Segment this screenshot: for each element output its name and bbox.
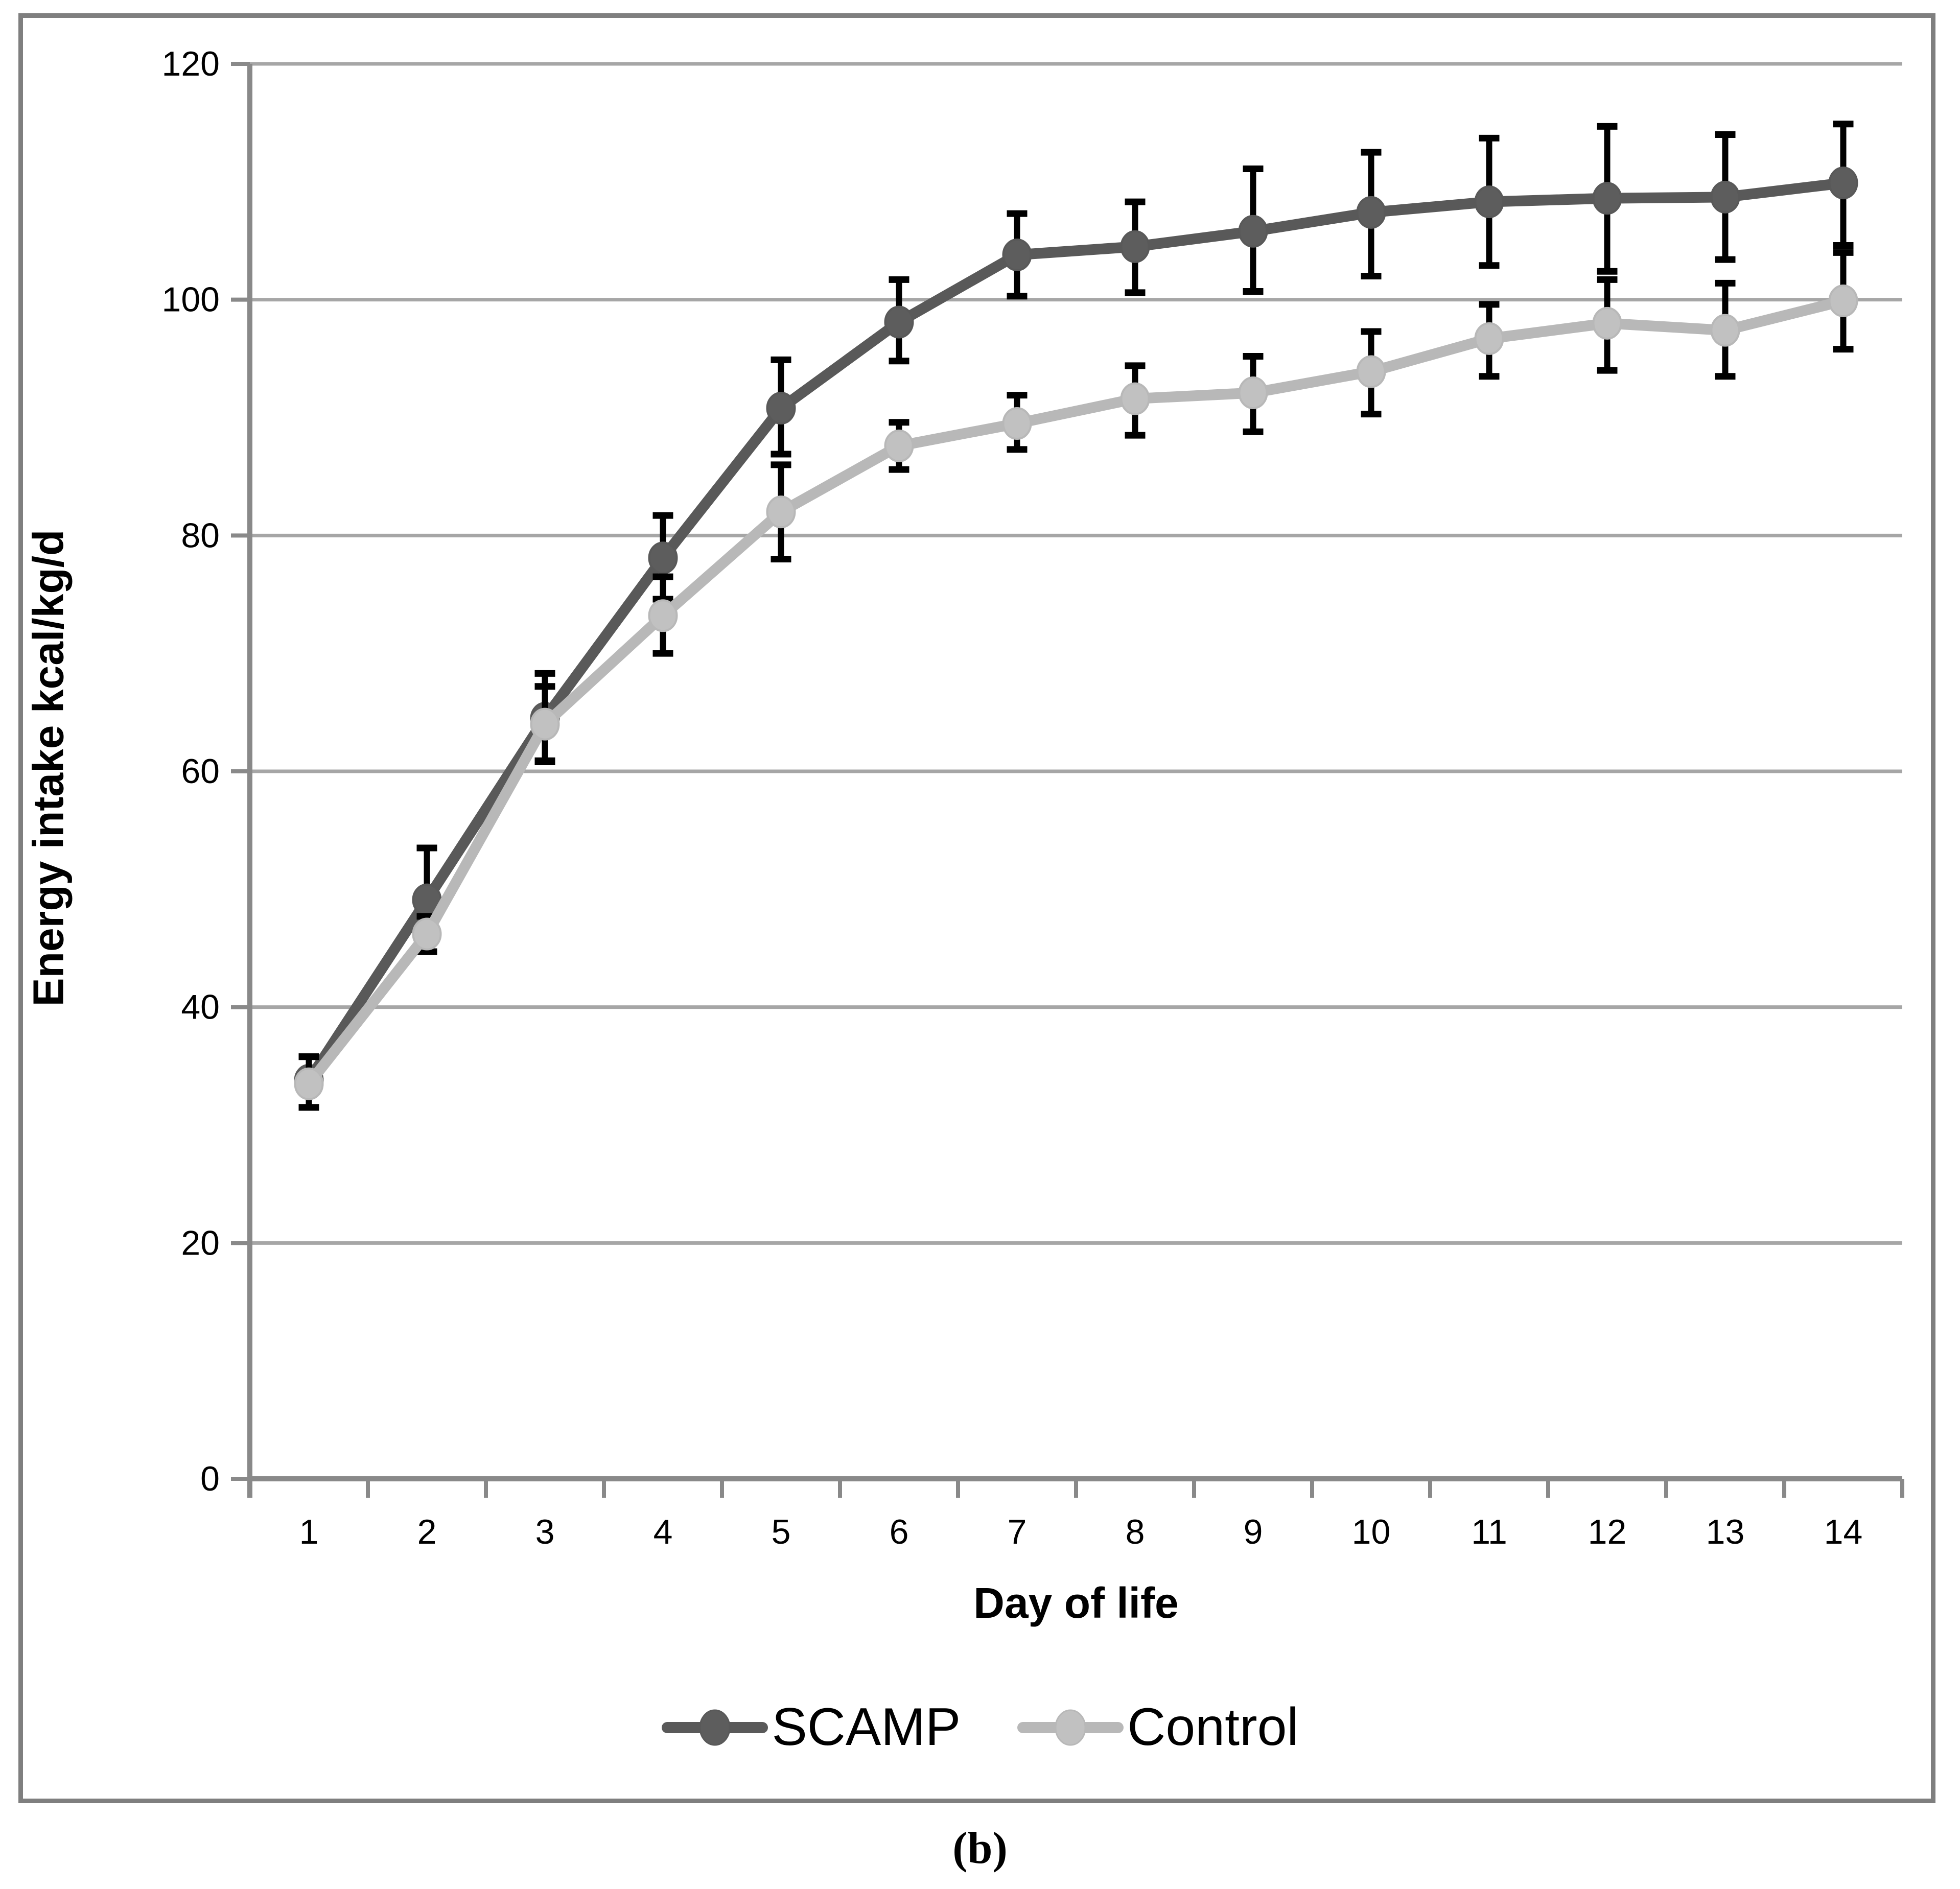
scamp-marker — [1828, 167, 1858, 200]
control-marker — [884, 429, 914, 462]
scamp-marker — [1238, 215, 1268, 248]
x-tick-label: 8 — [1126, 1513, 1145, 1551]
control-series-icon — [1017, 1709, 1124, 1745]
y-tick-label: 20 — [181, 1223, 220, 1262]
control-line — [304, 295, 1849, 1090]
control-marker — [1710, 314, 1740, 347]
x-tick-label: 4 — [654, 1513, 673, 1551]
x-tick-label: 5 — [772, 1513, 791, 1551]
control-marker — [1120, 382, 1150, 415]
x-tick-label: 3 — [535, 1513, 555, 1551]
x-tick-label: 11 — [1471, 1513, 1507, 1551]
scamp-marker — [1120, 230, 1150, 263]
y-tick-label: 100 — [162, 280, 220, 319]
legend: SCAMP Control — [0, 1697, 1960, 1758]
scamp-marker — [766, 392, 796, 425]
x-tick-label: 9 — [1244, 1513, 1263, 1551]
control-marker — [1002, 407, 1032, 440]
y-axis-title: Energy intake kcal/kg/d — [24, 529, 73, 1007]
x-tick-label: 12 — [1588, 1513, 1627, 1551]
x-tick-label: 7 — [1008, 1513, 1027, 1551]
scamp-marker — [1592, 182, 1622, 215]
control-marker — [1238, 376, 1268, 410]
y-tick-label: 120 — [162, 44, 220, 83]
control-marker — [1356, 355, 1386, 388]
scamp-marker — [1356, 196, 1386, 229]
x-tick-label: 10 — [1352, 1513, 1391, 1551]
x-axis-title: Day of life — [973, 1579, 1179, 1627]
control-marker — [1828, 284, 1858, 317]
control-marker — [1592, 306, 1622, 340]
figure-caption: (b) — [952, 1824, 1008, 1873]
x-tick-label: 2 — [417, 1513, 437, 1551]
legend-label-control: Control — [1127, 1697, 1299, 1757]
scamp-marker — [648, 541, 678, 575]
control-marker — [294, 1067, 324, 1100]
scamp-marker — [1002, 238, 1032, 271]
control-marker — [1474, 322, 1504, 355]
scamp-line — [304, 177, 1849, 1086]
y-tick-label: 80 — [181, 516, 220, 555]
control-marker — [648, 599, 678, 632]
legend-item-control: Control — [1017, 1697, 1299, 1758]
x-tick-label: 1 — [299, 1513, 319, 1551]
y-tick-label: 0 — [200, 1459, 220, 1498]
scamp-series-icon — [662, 1709, 768, 1745]
legend-item-scamp: SCAMP — [661, 1697, 961, 1758]
x-tick-label: 6 — [890, 1513, 909, 1551]
scamp-marker — [1474, 185, 1504, 219]
x-tick-label: 14 — [1824, 1513, 1863, 1551]
legend-label-scamp: SCAMP — [772, 1697, 961, 1757]
y-tick-label: 60 — [181, 752, 220, 791]
control-marker — [766, 495, 796, 529]
y-tick-label: 40 — [181, 988, 220, 1027]
scamp-marker — [884, 305, 914, 339]
scamp-marker — [1710, 180, 1740, 214]
x-tick-label: 13 — [1706, 1513, 1745, 1551]
control-marker — [530, 707, 560, 741]
control-marker — [412, 917, 442, 951]
